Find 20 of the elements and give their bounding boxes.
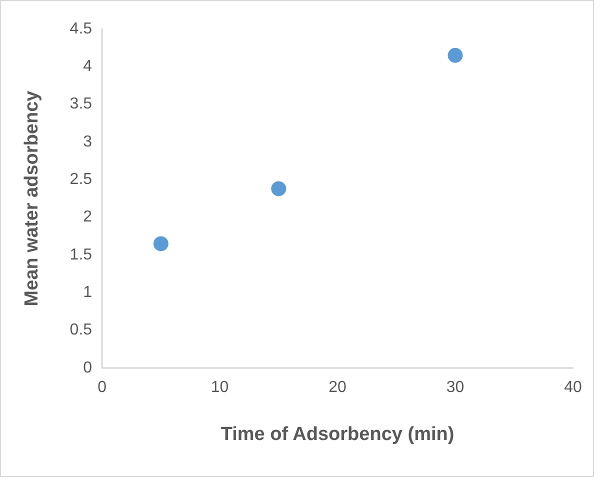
x-axis-title: Time of Adsorbency (min): [220, 424, 454, 445]
y-tick-label: 3: [83, 133, 92, 150]
x-tick-label: 30: [446, 379, 464, 396]
y-tick-label: 1: [83, 284, 92, 302]
x-tick-label: 0: [98, 379, 107, 396]
point: [448, 48, 463, 63]
y-tick-label: 0: [83, 359, 92, 376]
point: [271, 181, 286, 196]
y-tick-label: 2: [83, 208, 92, 226]
y-tick-label: 2.5: [70, 171, 92, 188]
y-axis-title: Mean water adsorbency: [22, 90, 43, 306]
y-tick-label: 0.5: [70, 322, 92, 339]
x-tick-label: 40: [564, 379, 582, 396]
y-tick-label: 4.5: [70, 20, 92, 38]
y-tick-label: 4: [83, 58, 92, 76]
x-tick-label: 20: [328, 379, 347, 396]
x-tick-label: 10: [210, 379, 229, 396]
y-tick-label: 3.5: [70, 96, 92, 113]
point: [153, 236, 168, 252]
y-tick-label: 1.5: [70, 246, 92, 264]
